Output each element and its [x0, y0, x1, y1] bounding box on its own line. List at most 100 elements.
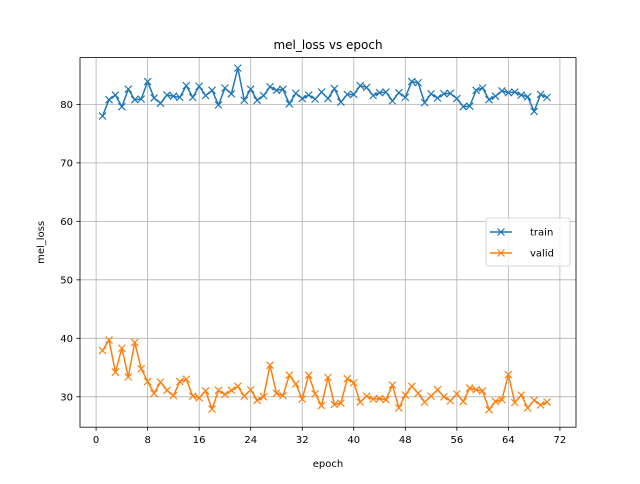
data-point-train [201, 91, 210, 100]
x-axis-label: epoch [313, 459, 343, 470]
data-point-train [388, 96, 397, 105]
data-point-train [240, 96, 249, 105]
data-point-valid [163, 386, 171, 395]
data-point-train [227, 89, 236, 98]
data-point-train [150, 94, 159, 102]
data-point-train [304, 91, 313, 99]
data-point-train [536, 90, 545, 99]
data-point-valid [111, 368, 120, 377]
data-point-valid [137, 364, 146, 373]
data-point-train [427, 89, 435, 98]
data-point-valid [497, 395, 506, 404]
data-point-valid [343, 374, 352, 383]
data-point-valid [304, 371, 313, 380]
data-point-valid [311, 389, 320, 398]
data-point-valid [530, 396, 539, 405]
data-point-train [214, 101, 223, 109]
legend-marker-valid [497, 249, 505, 257]
data-point-train [465, 102, 474, 111]
data-point-valid [201, 387, 210, 395]
data-point-valid [543, 398, 551, 406]
data-point-train [143, 77, 152, 86]
x-tick-label: 32 [296, 435, 309, 446]
data-point-valid [253, 396, 262, 405]
x-tick-label: 72 [554, 435, 567, 446]
y-axis-label: mel_loss [36, 221, 47, 264]
data-point-valid [356, 398, 365, 406]
data-point-valid [362, 392, 371, 401]
data-point-train [375, 88, 384, 97]
data-point-valid [491, 397, 500, 406]
y-tick-label: 80 [60, 100, 73, 111]
data-point-valid [117, 344, 126, 353]
data-point-train [285, 99, 294, 108]
data-point-train [530, 107, 539, 116]
ticks: 0 8 16 24 32 40 48 56 64 72 30 40 50 60 70 80 [60, 100, 566, 446]
data-point-train [362, 83, 371, 92]
data-point-valid [150, 389, 159, 398]
data-point-train [175, 93, 184, 102]
data-point-valid [394, 403, 403, 412]
data-point-valid [233, 382, 242, 391]
data-point-train [117, 102, 126, 111]
data-point-valid [317, 401, 326, 410]
data-point-valid [272, 389, 281, 398]
data-point-valid [246, 385, 255, 394]
data-point-train [156, 99, 165, 108]
data-point-valid [285, 371, 294, 380]
data-point-valid [105, 336, 113, 344]
x-tick-label: 16 [193, 435, 206, 446]
data-point-train [221, 84, 229, 92]
x-tick-label: 48 [399, 435, 412, 446]
data-point-valid [446, 396, 455, 405]
legend-marker-train [497, 228, 505, 236]
legend: train valid [485, 217, 571, 267]
data-point-train [195, 82, 204, 91]
data-point-train [163, 91, 171, 99]
data-point-train [272, 86, 281, 95]
data-point-train [266, 82, 274, 91]
data-point-valid [369, 395, 378, 404]
data-point-valid [517, 391, 526, 399]
data-point-valid [291, 379, 300, 388]
data-point-valid [188, 392, 197, 401]
data-point-valid [124, 372, 133, 381]
data-point-valid [221, 390, 229, 399]
legend-label-valid: valid [530, 249, 554, 260]
data-point-train [336, 98, 345, 106]
legend-items: train valid [490, 228, 554, 260]
data-point-train [124, 85, 133, 94]
data-point-train [523, 92, 532, 101]
legend-item-valid: valid [490, 249, 554, 260]
data-point-train [401, 93, 410, 102]
data-point-valid [478, 387, 487, 395]
data-point-train [324, 94, 332, 103]
data-point-train [130, 95, 139, 104]
data-point-valid [175, 377, 184, 386]
data-point-train [98, 112, 107, 121]
data-point-train [137, 95, 146, 104]
data-point-train [343, 90, 352, 99]
data-point-valid [98, 346, 107, 355]
data-point-valid [240, 392, 249, 401]
data-point-train [543, 93, 551, 102]
data-point-valid [523, 403, 532, 412]
data-point-train [491, 92, 500, 101]
data-point-valid [156, 378, 165, 387]
data-point-valid [401, 391, 410, 399]
data-point-valid [414, 389, 423, 398]
data-point-train [414, 78, 423, 87]
chart-title: mel_loss vs epoch [273, 38, 382, 52]
data-point-train [278, 85, 287, 94]
data-point-valid [510, 398, 519, 407]
x-tick-label: 40 [347, 435, 360, 446]
data-point-valid [472, 385, 481, 394]
data-point-train [394, 88, 403, 97]
data-point-valid [298, 395, 307, 404]
data-point-train [208, 86, 216, 95]
data-point-train [446, 89, 455, 98]
data-point-valid [227, 386, 236, 395]
data-point-train [233, 64, 242, 73]
legend-box [485, 217, 571, 267]
data-point-valid [440, 392, 448, 401]
